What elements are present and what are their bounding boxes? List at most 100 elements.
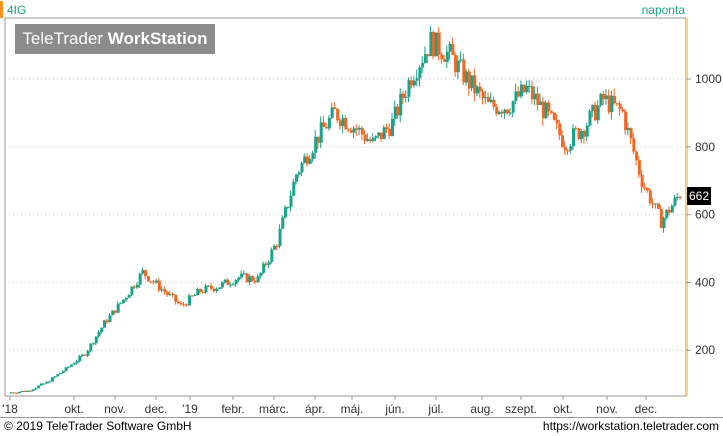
candle-body (135, 284, 139, 288)
candle-body (303, 156, 307, 164)
candle-body (580, 130, 584, 139)
candle-body (179, 303, 183, 305)
candle-body (476, 86, 480, 94)
candle-body (566, 150, 570, 152)
candle-body (242, 273, 246, 275)
candle-body (495, 106, 499, 114)
candle-body (401, 93, 405, 98)
candle-body (286, 206, 290, 208)
x-tick-label: nov. (596, 402, 618, 416)
candle-body (146, 276, 150, 282)
candle-body (593, 104, 597, 121)
candle-body (377, 132, 381, 137)
candle-body (218, 287, 222, 289)
candle-body (267, 261, 271, 265)
candle-body (111, 310, 115, 316)
source-url[interactable]: https://workstation.teletrader.com (542, 419, 719, 433)
watermark-text-bold: WorkStation (107, 29, 208, 48)
candle-body (31, 389, 35, 391)
candle-body (599, 93, 603, 106)
candle-body (459, 59, 463, 61)
candle-body (635, 151, 639, 161)
candle-body (410, 80, 414, 86)
y-tick-label: 1000 (695, 72, 722, 86)
candle-body (264, 263, 268, 265)
candle-body (281, 217, 285, 229)
candle-body (563, 146, 567, 151)
candle-body (363, 134, 367, 141)
candle-body (555, 119, 559, 124)
footer: © 2019 TeleTrader Software GmbH https://… (0, 417, 723, 436)
candle-body (196, 289, 200, 296)
x-tick-label: okt. (553, 402, 572, 416)
candle-body (314, 136, 318, 153)
candle-body (657, 203, 661, 209)
x-tick-label: '18 (2, 402, 18, 416)
candle-body (673, 197, 677, 206)
candle-body (676, 196, 680, 198)
candle-body (651, 203, 655, 205)
candle-body (506, 109, 510, 114)
candle-body (231, 284, 235, 286)
candle-body (478, 86, 482, 92)
candle-body (393, 106, 397, 119)
candle-body (226, 279, 230, 285)
candle-body (421, 62, 425, 68)
candle-body (78, 356, 82, 362)
candle-body (572, 128, 576, 147)
candle-body (462, 59, 466, 83)
candle-body (648, 190, 652, 204)
candle-body (643, 187, 647, 189)
candle-body (133, 286, 137, 288)
y-tick-label: 200 (695, 343, 715, 357)
x-tick-label: máj. (341, 402, 364, 416)
candle-body (251, 276, 255, 281)
candle-body (166, 292, 170, 295)
candle-body (160, 289, 164, 291)
candle-body (59, 372, 63, 375)
candle-body (42, 383, 46, 385)
candle-body (207, 285, 211, 287)
candle-body (456, 60, 460, 73)
candle-body (517, 91, 521, 97)
candle-body (344, 118, 348, 130)
candle-body (577, 128, 581, 139)
copyright-text: © 2019 TeleTrader Software GmbH (4, 419, 192, 433)
interval-label[interactable]: naponta (641, 3, 685, 17)
candle-body (86, 350, 90, 356)
candle-body (12, 392, 16, 394)
candle-body (352, 128, 356, 133)
candle-body (429, 32, 433, 57)
candle-body (174, 294, 178, 302)
candle-body (508, 112, 512, 114)
candle-body (253, 280, 257, 283)
candle-body (270, 249, 274, 262)
candle-body (569, 146, 573, 151)
candle-body (451, 43, 455, 56)
candle-body (610, 95, 614, 113)
candle-body (278, 228, 282, 247)
candle-body (325, 126, 329, 129)
candle-body (138, 273, 142, 285)
candle-body (432, 32, 436, 57)
candle-body (311, 152, 315, 160)
y-tick-label: 400 (695, 275, 715, 289)
candle-body (168, 294, 172, 296)
candle-body (89, 343, 93, 351)
candle-body (366, 139, 370, 141)
candle-body (113, 310, 117, 313)
candle-body (163, 289, 167, 293)
candle-body (588, 110, 592, 126)
candle-body (574, 128, 578, 130)
candle-body (443, 59, 447, 62)
last-value-badge: 662 (687, 187, 711, 205)
candle-body (528, 86, 532, 88)
x-tick-label: febr. (221, 402, 244, 416)
candle-body (223, 279, 227, 283)
candle-body (662, 217, 666, 229)
candle-body (539, 101, 543, 106)
candle-body (305, 156, 309, 164)
candle-body (358, 127, 362, 130)
candle-body (607, 95, 611, 113)
candle-body (23, 390, 27, 392)
